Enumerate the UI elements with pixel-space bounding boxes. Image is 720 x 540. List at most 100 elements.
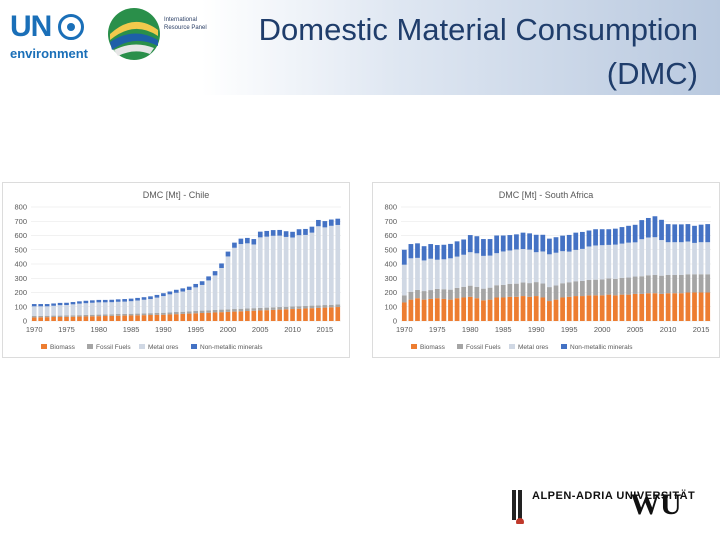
bar-segment xyxy=(264,310,270,321)
bar-segment xyxy=(481,288,486,301)
bar-segment xyxy=(645,275,651,294)
bar-segment xyxy=(421,291,427,300)
bar-segment xyxy=(238,238,244,245)
bar-segment xyxy=(141,315,147,321)
bar-segment xyxy=(115,314,121,316)
bar-segment xyxy=(167,314,173,321)
bar-segment xyxy=(135,300,140,314)
bar-segment xyxy=(692,274,697,293)
bar-segment xyxy=(580,280,585,297)
bar-segment xyxy=(494,253,500,286)
bar-segment xyxy=(31,316,37,318)
bar-segment xyxy=(328,219,334,226)
bar-segment xyxy=(335,304,341,308)
bar-segment xyxy=(678,293,684,321)
bar-segment xyxy=(90,316,95,321)
bar-segment xyxy=(566,296,572,321)
bar-segment xyxy=(454,241,460,257)
irp-logo: International Resource Panel xyxy=(104,4,214,66)
bar-segment xyxy=(83,300,89,304)
bar-segment xyxy=(685,241,691,275)
bar-segment xyxy=(678,242,684,275)
bar-segment xyxy=(219,263,224,268)
bar-segment xyxy=(232,309,237,312)
bar-segment xyxy=(448,299,453,321)
bar-segment xyxy=(441,289,447,299)
bar-segment xyxy=(421,260,427,292)
bar-segment xyxy=(533,234,539,253)
bar-segment xyxy=(573,281,579,297)
bar-segment xyxy=(303,228,308,235)
bar-segment xyxy=(335,224,341,305)
bar-segment xyxy=(303,234,308,306)
bar-segment xyxy=(44,317,50,321)
legend-label: Biomass xyxy=(50,344,76,351)
bar-segment xyxy=(665,224,671,243)
bar-segment xyxy=(238,244,244,309)
bar-segment xyxy=(507,235,513,251)
bar-segment xyxy=(225,309,231,312)
bar-segment xyxy=(500,284,506,298)
bar-segment xyxy=(296,308,302,321)
bar-segment xyxy=(494,297,500,321)
bar-segment xyxy=(467,252,473,286)
bar-segment xyxy=(128,315,134,321)
bar-segment xyxy=(141,299,147,314)
header-bar: UN environment International Resource Pa… xyxy=(0,0,720,95)
bar-segment xyxy=(441,259,447,290)
bar-segment xyxy=(612,278,618,296)
bar-segment xyxy=(206,312,211,321)
bar-segment xyxy=(441,298,447,321)
bar-segment xyxy=(180,311,186,314)
bar-segment xyxy=(154,294,160,298)
bar-segment xyxy=(560,235,565,252)
bar-segment xyxy=(659,293,664,321)
bar-segment xyxy=(408,244,414,259)
bar-segment xyxy=(487,299,493,321)
bar-segment xyxy=(467,285,473,297)
bar-segment xyxy=(547,287,552,302)
legend-label: Fossil Fuels xyxy=(96,344,131,351)
bar-segment xyxy=(533,282,539,297)
bar-segment xyxy=(232,311,237,321)
x-tick-label: 2000 xyxy=(594,325,611,334)
bar-segment xyxy=(500,235,506,252)
bar-segment xyxy=(102,299,108,303)
legend-label: Metal ores xyxy=(148,344,179,351)
bar-segment xyxy=(335,218,341,225)
bar-segment xyxy=(290,231,295,238)
x-tick-label: 2015 xyxy=(317,325,334,334)
bar-segment xyxy=(38,306,44,316)
bar-segment xyxy=(652,293,658,321)
bar-segment xyxy=(533,252,539,283)
page-title: Domestic Material Consumption (DMC) xyxy=(258,12,698,91)
y-tick-label: 400 xyxy=(14,260,27,269)
bar-segment xyxy=(173,292,179,313)
bar-segment xyxy=(514,296,519,321)
bar-segment xyxy=(264,236,270,308)
bar-segment xyxy=(186,313,192,321)
bar-segment xyxy=(626,242,631,278)
x-tick-label: 1995 xyxy=(561,325,578,334)
bar-segment xyxy=(408,299,414,321)
x-tick-label: 1980 xyxy=(462,325,479,334)
bar-segment xyxy=(632,242,638,277)
legend-swatch xyxy=(411,344,417,349)
bar-segment xyxy=(520,249,526,283)
bar-segment xyxy=(520,296,526,321)
bar-segment xyxy=(685,224,691,242)
legend-swatch xyxy=(139,344,145,349)
bar-segment xyxy=(232,242,237,248)
bar-segment xyxy=(44,304,50,307)
bar-segment xyxy=(102,314,108,317)
bar-segment xyxy=(547,238,552,255)
bar-segment xyxy=(619,294,625,321)
bar-segment xyxy=(328,225,334,305)
bar-segment xyxy=(408,258,414,292)
wu-logo-text: WU xyxy=(630,488,682,521)
bar-segment xyxy=(96,316,102,321)
bar-segment xyxy=(560,297,565,321)
bar-segment xyxy=(586,246,592,280)
bar-segment xyxy=(148,299,153,314)
bar-segment xyxy=(212,312,218,321)
